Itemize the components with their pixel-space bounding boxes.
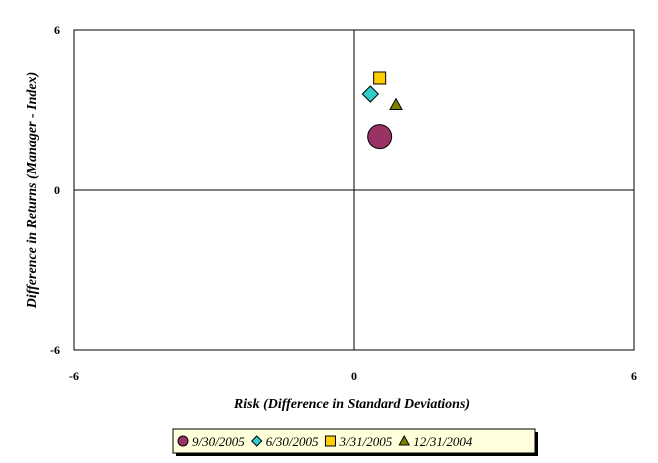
legend-label: 12/31/2004 xyxy=(413,434,473,449)
legend-items: 9/30/2005 6/30/2005 3/31/2005 12/31/2004 xyxy=(177,434,473,449)
data-point-square xyxy=(373,71,387,85)
y-tick-label-top: 6 xyxy=(54,23,60,37)
legend-marker-triangle xyxy=(398,434,411,446)
data-point-diamond xyxy=(361,85,380,103)
legend: 9/30/2005 6/30/2005 3/31/2005 12/31/2004 xyxy=(172,428,538,456)
data-point-triangle xyxy=(389,97,403,110)
x-tick-label-zero: 0 xyxy=(351,369,357,383)
legend-marker-square xyxy=(324,435,336,447)
data-points xyxy=(361,71,403,150)
data-point-circle xyxy=(367,124,393,150)
legend-marker-diamond xyxy=(251,435,263,447)
y-tick-label-bottom: -6 xyxy=(50,343,60,357)
y-axis-title: Difference in Returns (Manager - Index) xyxy=(25,72,40,310)
x-tick-label-right: 6 xyxy=(631,369,637,383)
legend-marker-circle xyxy=(177,435,189,447)
x-tick-label-left: -6 xyxy=(69,369,79,383)
y-tick-label-zero: 0 xyxy=(54,183,60,197)
legend-label: 9/30/2005 xyxy=(192,434,245,449)
x-axis-title: Risk (Difference in Standard Deviations) xyxy=(233,397,470,412)
legend-box xyxy=(172,428,536,454)
legend-label: 6/30/2005 xyxy=(266,434,319,449)
legend-label: 3/31/2005 xyxy=(338,434,392,449)
